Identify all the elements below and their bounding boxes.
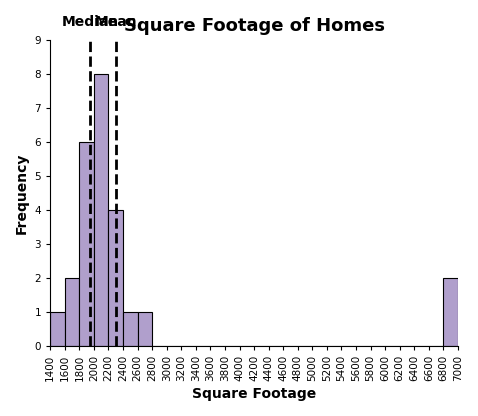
Text: Mean: Mean — [95, 15, 137, 30]
X-axis label: Square Footage: Square Footage — [192, 387, 316, 401]
Title: Square Footage of Homes: Square Footage of Homes — [124, 17, 385, 35]
Y-axis label: Frequency: Frequency — [15, 152, 29, 234]
Bar — [123, 312, 138, 346]
Bar — [94, 74, 109, 346]
Bar — [79, 142, 94, 346]
Text: Median: Median — [62, 15, 119, 30]
Bar — [65, 278, 79, 346]
Bar — [109, 210, 123, 346]
Bar — [444, 278, 458, 346]
Bar — [50, 312, 65, 346]
Bar — [138, 312, 152, 346]
